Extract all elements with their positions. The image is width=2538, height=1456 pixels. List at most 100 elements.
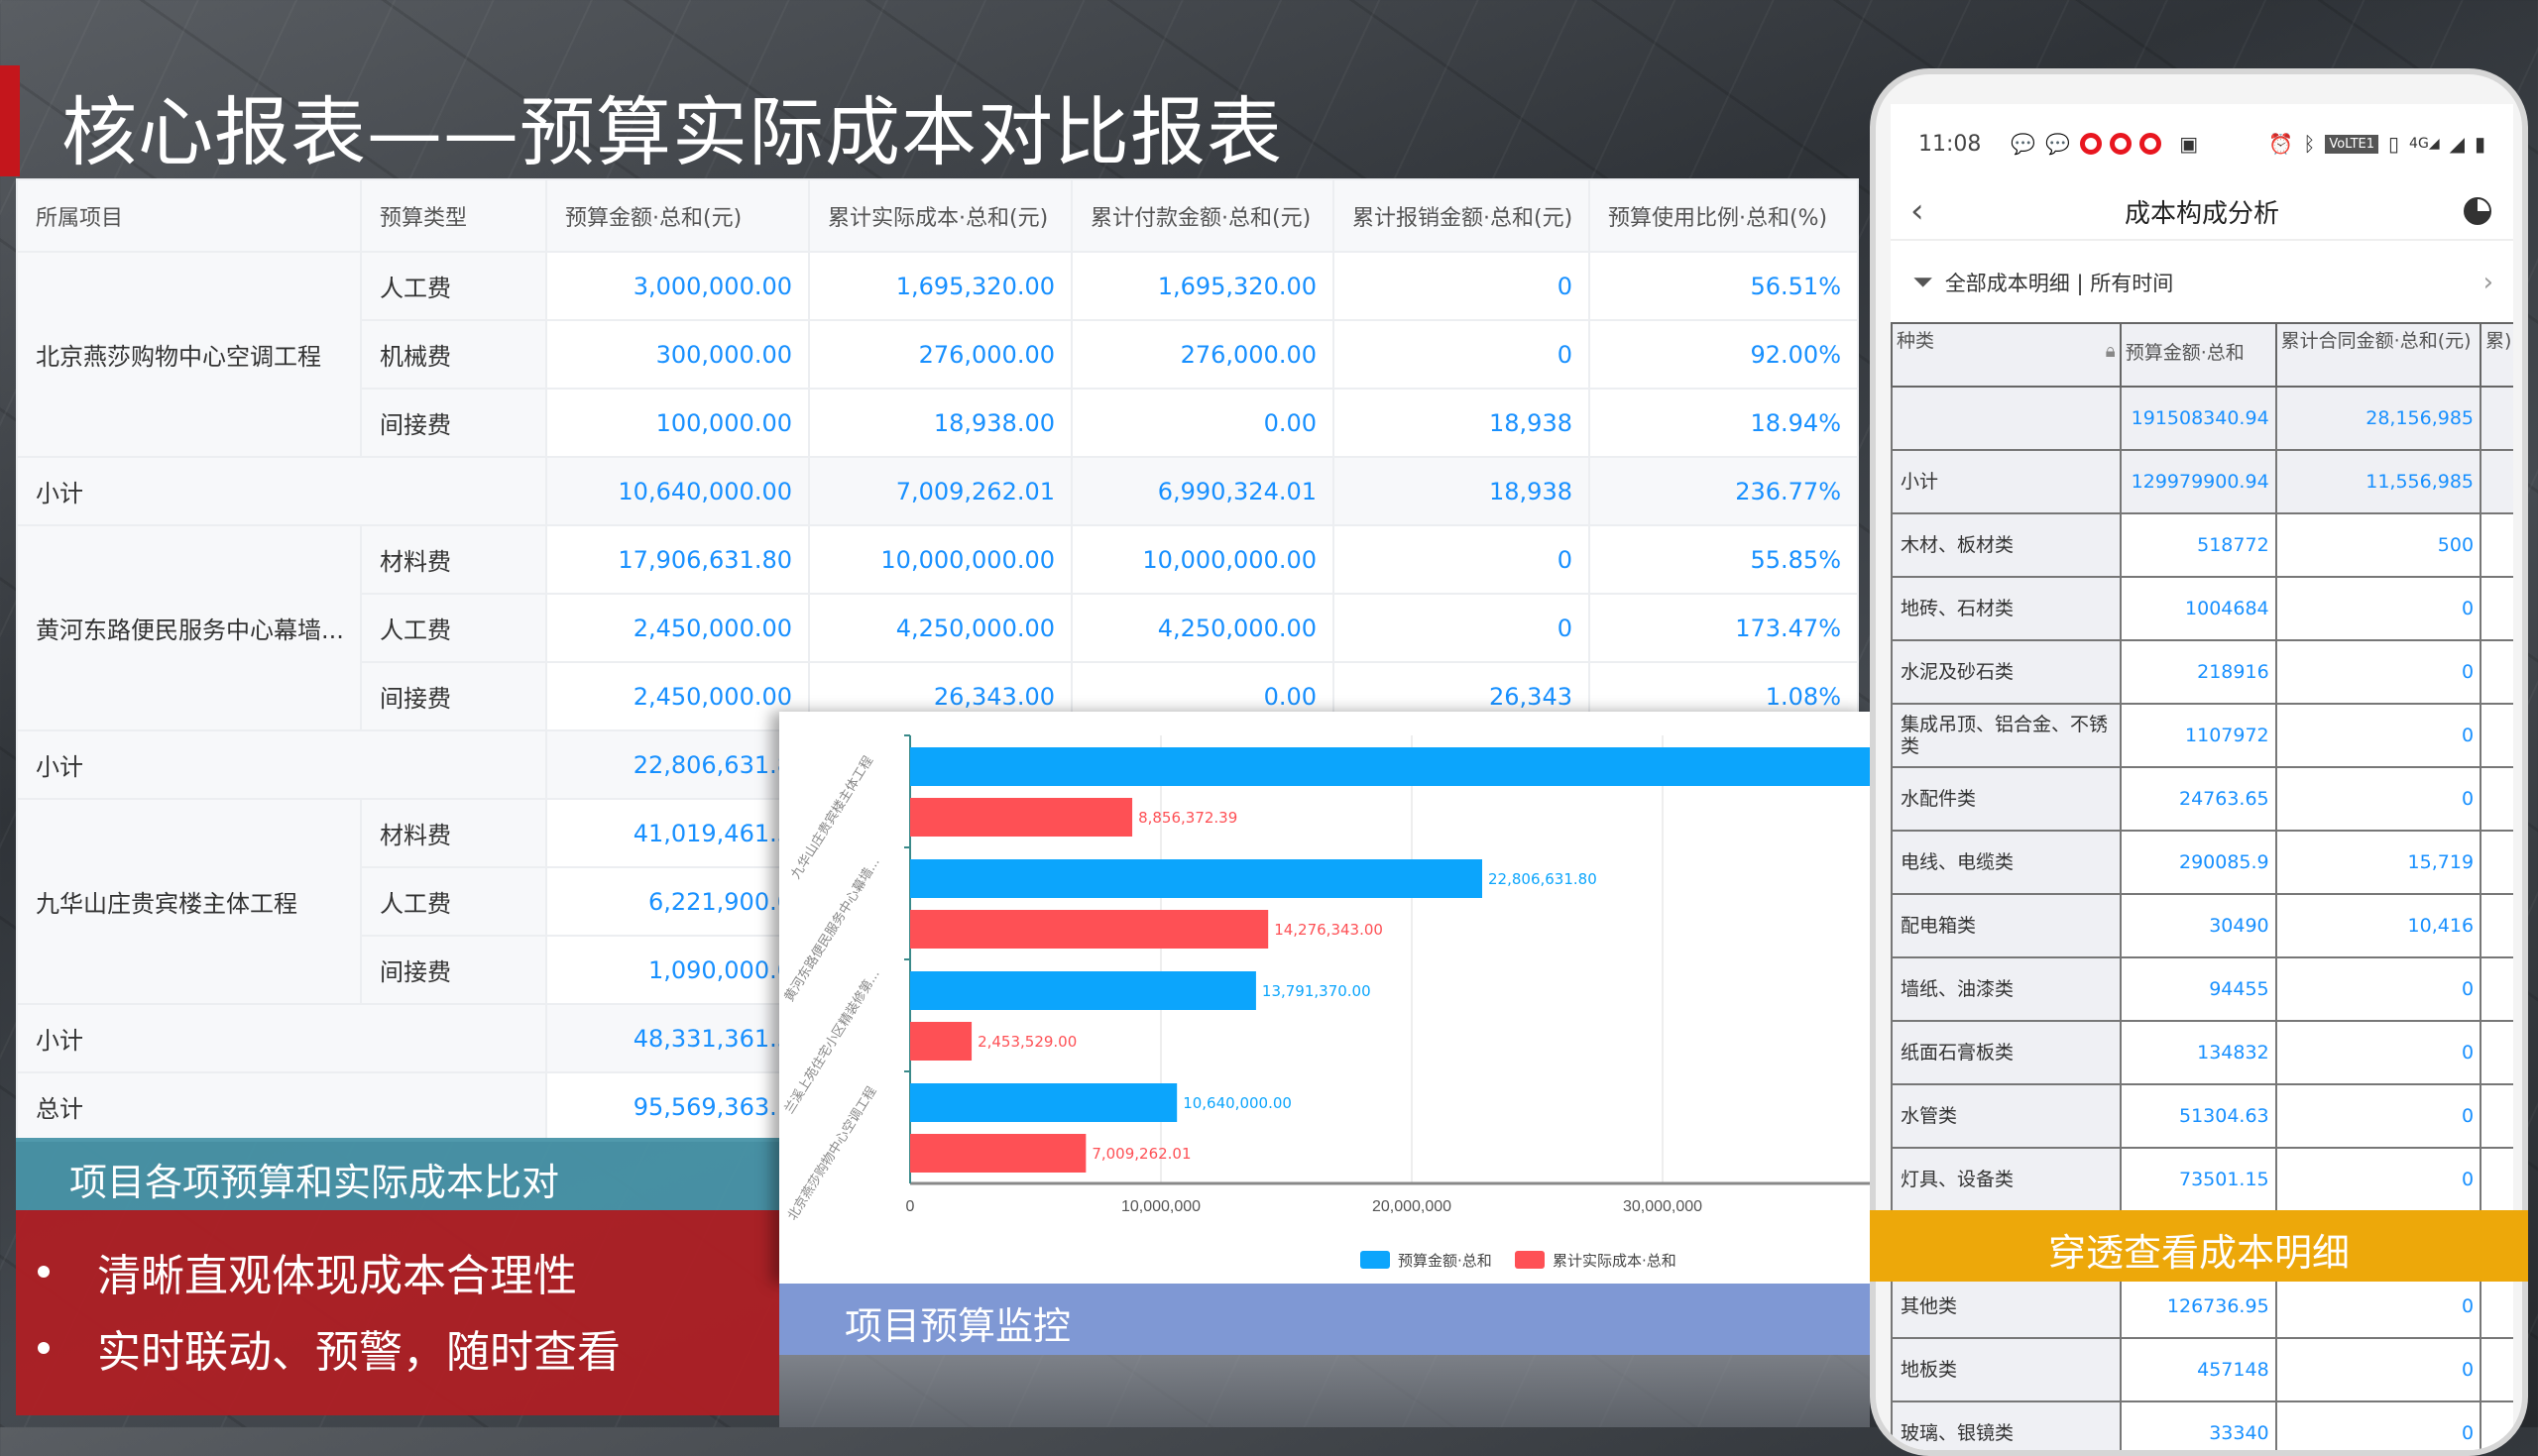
- column-header[interactable]: 累计付款金额·总和(元): [1071, 178, 1334, 253]
- value-cell: 92.00%: [1588, 319, 1859, 390]
- budget-type-cell: 人工费: [360, 866, 547, 937]
- value-cell: 2,450,000.00: [545, 593, 810, 663]
- table-row: 北京燕莎购物中心空调工程 人工费 3,000,000.00 1,695,320.00 1…: [16, 251, 1859, 458]
- value-cell: 48,331,361.3: [545, 1003, 810, 1073]
- column-header[interactable]: 预算金额·总和(元): [545, 178, 810, 253]
- value-cell: 0: [1332, 319, 1590, 390]
- extra-cell: [2480, 512, 2513, 578]
- cost-row[interactable]: 集成吊顶、铝合金、不锈类 1107972 0: [1891, 703, 2513, 768]
- bar-budget: [910, 747, 1870, 786]
- cost-row[interactable]: 电线、电缆类 290085.9 15,719: [1891, 830, 2513, 895]
- contract-cell: 500: [2274, 512, 2482, 578]
- cost-row[interactable]: 水泥及砂石类 218916 0: [1891, 639, 2513, 705]
- legend-label: 预算金额·总和: [1398, 1252, 1492, 1270]
- column-header[interactable]: 种类 🔒︎: [1891, 322, 2122, 388]
- table-row: 间接费 100,000.00 18,938.00 0.00 18,938 18.94%: [17, 388, 1859, 458]
- column-header[interactable]: 累): [2480, 322, 2513, 388]
- x-tick-label: 20,000,000: [1372, 1198, 1451, 1215]
- cost-row[interactable]: 地板类 457148 0: [1891, 1337, 2513, 1402]
- budget-vs-actual-chart: 0 10,000,000 20,000,000 30,000,000 北京燕莎购物中心空…: [779, 712, 1870, 1284]
- image-icon: ▣: [2179, 132, 2199, 156]
- pie-chart-icon[interactable]: [2464, 197, 2491, 225]
- contract-cell: 0: [2274, 956, 2482, 1022]
- budget-cell: 218916: [2119, 639, 2277, 705]
- back-icon[interactable]: ‹: [1910, 191, 1924, 231]
- bar-budget: [910, 859, 1483, 898]
- signal-icon: 4G◢: [2409, 136, 2440, 152]
- filter-row[interactable]: ⏷ 全部成本明细 | 所有时间 ›: [1891, 243, 2513, 322]
- budget-type-cell: 机械费: [360, 319, 547, 390]
- bar-data-label: 14,276,343.00: [1274, 921, 1383, 939]
- budget-cell: 129979900.94: [2119, 449, 2277, 514]
- lock-column-icon[interactable]: 🔒︎: [2105, 340, 2116, 362]
- contract-cell: 0: [2274, 1083, 2482, 1149]
- vibrate-icon: ▯: [2388, 132, 2400, 156]
- cost-row[interactable]: 墙纸、油漆类 94455 0: [1891, 956, 2513, 1022]
- cost-row[interactable]: 其他类 126736.95 0: [1891, 1274, 2513, 1339]
- column-header[interactable]: 累计实际成本·总和(元): [808, 178, 1073, 253]
- column-header[interactable]: 累计合同金额·总和(元): [2274, 322, 2482, 388]
- column-header[interactable]: 预算金额·总和: [2119, 322, 2277, 388]
- contract-cell: 0: [2274, 639, 2482, 705]
- cost-row[interactable]: 191508340.94 28,156,985: [1891, 386, 2513, 451]
- budget-cell: 1107972: [2119, 703, 2277, 768]
- value-cell: 276,000.00: [808, 319, 1073, 390]
- cost-row[interactable]: 灯具、设备类 73501.15 0: [1891, 1147, 2513, 1212]
- bar-data-label: 7,009,262.01: [1092, 1145, 1191, 1163]
- budget-type-cell: 材料费: [360, 798, 547, 868]
- category-cell: 电线、电缆类: [1891, 830, 2122, 895]
- extra-cell: [2480, 956, 2513, 1022]
- chart-reflection: [779, 1355, 1870, 1427]
- cost-row[interactable]: 纸面石膏板类 134832 0: [1891, 1020, 2513, 1085]
- extra-cell: [2480, 639, 2513, 705]
- value-cell: 0.00: [1071, 388, 1334, 458]
- alarm-icon: ⏰: [2268, 132, 2294, 156]
- value-cell: 0: [1332, 593, 1590, 663]
- budget-type-cell: 间接费: [360, 935, 547, 1005]
- app-notification-icon: [2110, 133, 2133, 155]
- contract-cell: 0: [2274, 1020, 2482, 1085]
- category-cell: 灯具、设备类: [1891, 1147, 2122, 1212]
- budget-type-cell: 间接费: [360, 388, 547, 458]
- cost-row[interactable]: 地砖、石材类 1004684 0: [1891, 576, 2513, 641]
- extra-cell: [2480, 1337, 2513, 1402]
- column-header[interactable]: 预算类型: [360, 178, 547, 253]
- budget-cell: 191508340.94: [2119, 386, 2277, 451]
- cost-row[interactable]: 小计 129979900.94 11,556,985: [1891, 449, 2513, 514]
- value-cell: 95,569,363.1: [545, 1071, 810, 1142]
- bar-data-label: 22,806,631.80: [1488, 870, 1597, 888]
- value-cell: 18,938: [1332, 388, 1590, 458]
- cost-row[interactable]: 配电箱类 30490 10,416: [1891, 893, 2513, 958]
- column-header[interactable]: 预算使用比例·总和(%): [1588, 178, 1859, 253]
- cost-row[interactable]: 水配件类 24763.65 0: [1891, 766, 2513, 832]
- budget-cell: 290085.9: [2119, 830, 2277, 895]
- column-header[interactable]: 累计报销金额·总和(元): [1332, 178, 1590, 253]
- table-header-row: 种类 🔒︎ 预算金额·总和 累计合同金额·总和(元) 累): [1891, 322, 2513, 388]
- contract-cell: 0: [2274, 1274, 2482, 1339]
- filter-text: 全部成本明细 | 所有时间: [1944, 272, 2174, 295]
- x-tick-label: 30,000,000: [1623, 1198, 1702, 1215]
- bar-actual: [910, 798, 1133, 837]
- budget-report-table: 所属项目 预算类型 预算金额·总和(元) 累计实际成本·总和(元) 累计付款金额·总和(…: [16, 178, 1859, 1142]
- category-cell: [1891, 386, 2122, 451]
- value-cell: 41,019,461.3: [545, 798, 810, 868]
- cost-row[interactable]: 玻璃、银镜类 33340 0: [1891, 1400, 2513, 1450]
- table-row: 黄河东路便民服务中心幕墙... 材料费 17,906,631.80 10,000,00…: [16, 524, 1859, 731]
- battery-icon: ▮: [2474, 132, 2485, 156]
- category-cell: 其他类: [1891, 1274, 2122, 1339]
- cost-row[interactable]: 木材、板材类 518772 500: [1891, 512, 2513, 578]
- budget-cell: 126736.95: [2119, 1274, 2277, 1339]
- value-cell: 10,000,000.00: [808, 524, 1073, 595]
- extra-cell: [2480, 1274, 2513, 1339]
- cost-row[interactable]: 水管类 51304.63 0: [1891, 1083, 2513, 1149]
- value-cell: 6,221,900.0: [545, 866, 810, 937]
- comparison-label: 项目各项预算和实际成本比对: [16, 1138, 779, 1210]
- value-cell: 0: [1332, 251, 1590, 321]
- chevron-right-icon: ›: [2482, 268, 2493, 297]
- x-tick-label: 10,000,000: [1121, 1198, 1201, 1215]
- legend-label: 累计实际成本·总和: [1553, 1252, 1676, 1270]
- column-header[interactable]: 所属项目: [16, 178, 362, 253]
- bar-data-label: 10,640,000.00: [1183, 1094, 1292, 1112]
- drill-down-banner[interactable]: 穿透查看成本明细: [1870, 1210, 2528, 1282]
- bar-actual: [910, 1022, 973, 1061]
